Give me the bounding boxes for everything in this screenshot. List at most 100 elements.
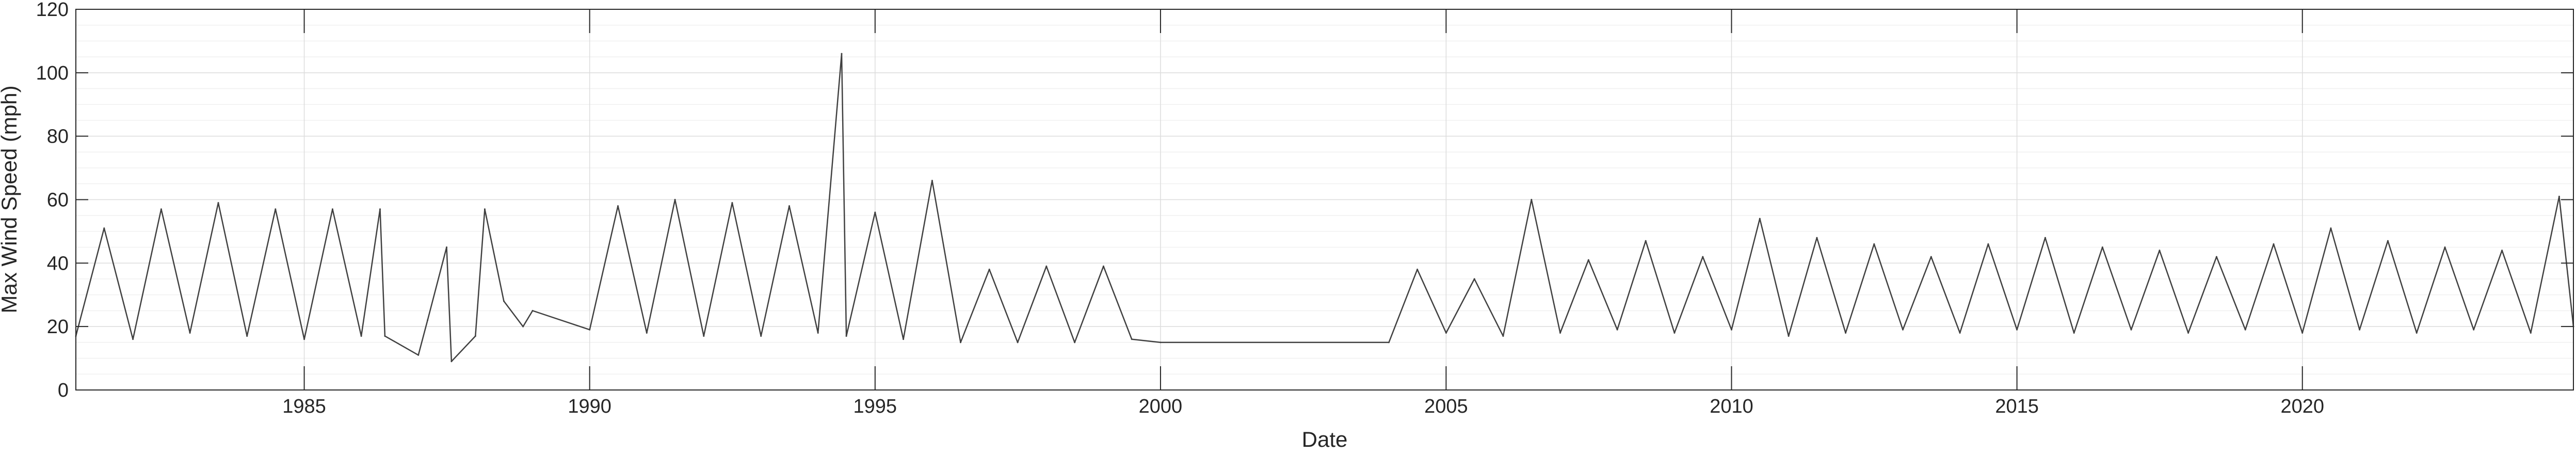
data-point: [674, 199, 676, 200]
y-tick-label: 80: [47, 126, 69, 148]
data-point: [450, 361, 453, 363]
data-point: [646, 332, 648, 334]
data-point: [1673, 332, 1676, 334]
data-point: [960, 341, 961, 343]
x-tick-labels: 1985 1990 1995 2000 2005 2010 2015 2020: [282, 396, 2324, 417]
tick-marks: [76, 9, 2573, 390]
data-point: [484, 208, 486, 210]
data-point: [2387, 240, 2389, 242]
data-point: [2016, 329, 2018, 331]
data-point: [1531, 199, 1533, 200]
data-point: [1502, 335, 1504, 337]
data-point: [1759, 217, 1761, 220]
data-point: [2215, 256, 2217, 258]
data-point: [246, 335, 248, 337]
minor-grid: [76, 24, 2573, 375]
data-point: [731, 202, 733, 204]
data-point: [103, 227, 105, 229]
data-point: [532, 310, 534, 311]
data-point: [427, 319, 429, 321]
data-point: [384, 335, 386, 337]
data-point: [217, 202, 219, 204]
data-point: [1731, 329, 1732, 331]
data-point: [417, 354, 420, 356]
y-axis-label: Max Wind Speed (mph): [0, 85, 21, 313]
data-point: [2359, 329, 2361, 331]
x-tick-label: 2010: [1710, 396, 1753, 417]
data-point: [303, 338, 305, 340]
y-tick-label: 40: [47, 253, 69, 274]
data-point: [1473, 278, 1475, 280]
data-point: [2558, 195, 2560, 197]
data-point: [2330, 227, 2332, 229]
data-point: [331, 208, 333, 210]
x-tick-label: 1990: [568, 396, 611, 417]
data-point: [503, 300, 505, 302]
y-tick-label: 20: [47, 316, 69, 338]
data-point: [2159, 249, 2161, 252]
data-point: [1902, 329, 1904, 331]
data-point: [379, 208, 381, 210]
data-point: [931, 180, 933, 182]
data-point: [1587, 259, 1589, 261]
data-point: [2444, 246, 2446, 248]
data-point: [760, 335, 762, 337]
data-point: [617, 205, 619, 207]
data-point: [1131, 338, 1133, 340]
y-tick-label: 60: [47, 190, 69, 211]
data-point: [1959, 332, 1961, 334]
data-point: [589, 329, 591, 331]
data-point: [1616, 329, 1618, 331]
data-point: [2301, 332, 2304, 334]
data-point: [841, 53, 843, 55]
data-point: [2416, 332, 2418, 334]
x-tick-label: 1995: [854, 396, 897, 417]
data-point: [2473, 329, 2475, 331]
data-point: [845, 335, 847, 337]
data-point: [703, 335, 705, 337]
data-point: [160, 208, 162, 210]
data-point: [1845, 332, 1847, 334]
y-tick-labels: 0 20 40 60 80 100 120: [36, 0, 69, 401]
data-point: [2130, 329, 2132, 331]
x-tick-label: 2000: [1139, 396, 1183, 417]
data-point: [1559, 332, 1561, 334]
data-point: [2530, 332, 2532, 334]
data-point: [1017, 341, 1019, 343]
data-point: [788, 205, 790, 207]
data-point: [474, 335, 476, 337]
x-axis-label: Date: [1302, 427, 1348, 451]
data-point: [1930, 256, 1932, 258]
data-point: [1160, 341, 1162, 343]
data-point: [132, 338, 134, 340]
data-point: [1873, 243, 1875, 245]
y-tick-label: 100: [36, 63, 69, 84]
data-point: [446, 246, 447, 248]
data-point: [1102, 265, 1104, 267]
data-point: [1645, 240, 1647, 242]
data-point: [1045, 265, 1048, 267]
data-point: [1445, 332, 1447, 334]
data-point: [2044, 237, 2046, 239]
data-point: [1816, 237, 1818, 239]
data-point: [2073, 332, 2075, 334]
data-point: [275, 208, 277, 210]
data-point: [2501, 249, 2503, 252]
data-point: [817, 332, 819, 334]
data-point: [522, 325, 524, 327]
data-point: [1074, 341, 1076, 343]
x-tick-label: 2020: [2280, 396, 2324, 417]
data-point: [1388, 341, 1390, 343]
data-point: [1788, 335, 1790, 337]
data-point: [874, 211, 876, 213]
data-point: [1987, 243, 1989, 245]
data-point: [1416, 269, 1419, 271]
data-point: [2187, 332, 2189, 334]
x-tick-label: 1985: [282, 396, 326, 417]
x-tick-label: 2005: [1424, 396, 1468, 417]
data-point: [988, 269, 990, 271]
data-point: [2244, 329, 2246, 331]
y-tick-label: 0: [58, 380, 69, 401]
x-tick-label: 2015: [1995, 396, 2039, 417]
